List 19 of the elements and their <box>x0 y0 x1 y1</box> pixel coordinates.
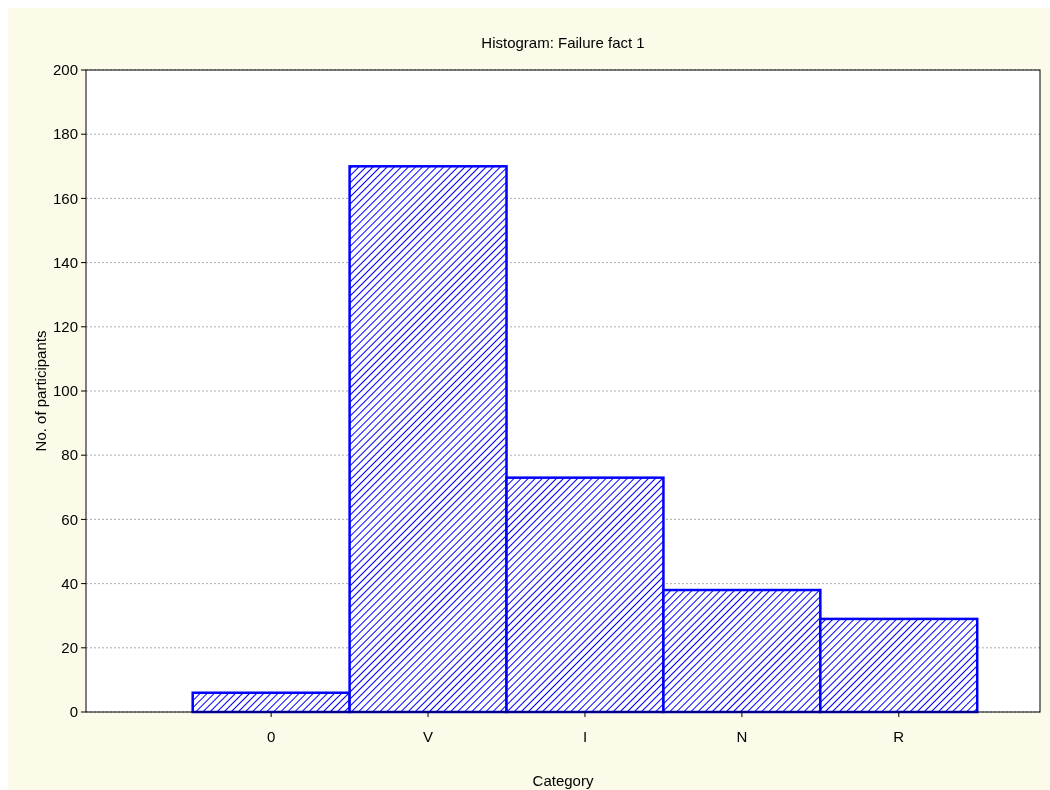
x-tick-label: N <box>736 728 748 745</box>
y-tick-label: 200 <box>52 61 78 79</box>
x-tick-label: R <box>893 728 905 745</box>
x-tick-label: 0 <box>266 728 276 745</box>
y-tick-label: 80 <box>61 446 78 464</box>
y-tick-label: 100 <box>52 382 78 400</box>
y-tick-label: 40 <box>61 574 78 592</box>
x-tick-label: I <box>582 728 588 745</box>
y-tick-label: 160 <box>52 189 78 207</box>
y-axis-title: No. of participants <box>32 330 49 452</box>
y-tick-label: 180 <box>52 125 78 143</box>
x-tick-label: V <box>423 728 434 745</box>
y-tick-label: 60 <box>61 510 78 528</box>
y-tick-label: 120 <box>52 318 78 336</box>
y-tick-label: 20 <box>61 639 78 657</box>
chart-title: Histogram: Failure fact 1 <box>481 34 645 51</box>
x-axis-title: Category <box>532 772 594 789</box>
y-tick-label: 0 <box>69 703 78 721</box>
y-tick-label: 140 <box>52 253 78 271</box>
